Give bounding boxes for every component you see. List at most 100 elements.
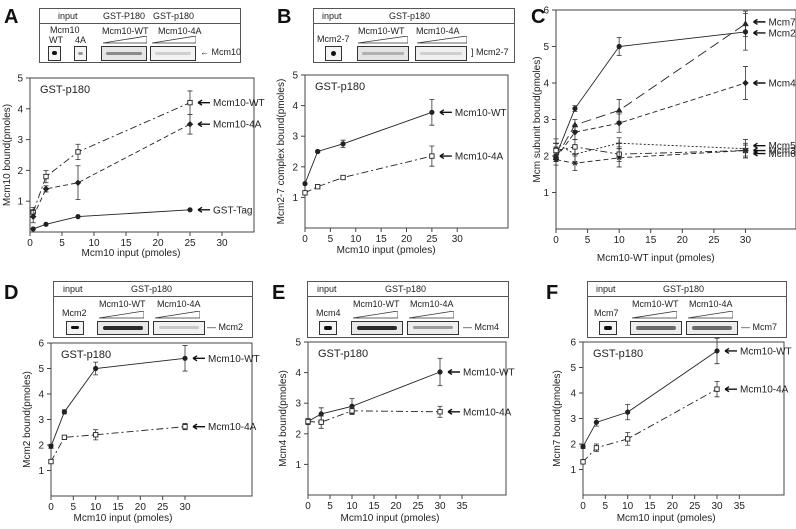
data-point-f-mcm10-4a: [625, 436, 631, 442]
series-label-c-mcm6: Mcm6: [768, 149, 796, 160]
x-tick-label-c: 15: [645, 235, 657, 246]
data-point-b-mcm10-wt: [429, 109, 435, 115]
x-axis-label-f: Mcm10 input (pmoles): [617, 513, 716, 524]
blot-header: input GST-p180: [54, 282, 252, 297]
x-tick-label-b: 20: [401, 234, 413, 245]
western-blot-b: input GST-p180 Mcm2-7 Mcm10-WT Mcm10-4A …: [313, 8, 515, 63]
y-tick-label-e: 1: [295, 460, 301, 471]
header-input: input: [322, 11, 342, 21]
data-point-a-mcm10-4a: [29, 213, 37, 220]
series-label-e-mcm10-wt: Mcm10-WT: [463, 367, 515, 378]
x-tick-label-a: 10: [88, 238, 100, 249]
series-arrow-b-mcm10-wt: [439, 109, 452, 116]
x-tick-label-a: 30: [216, 238, 228, 249]
input-label: Mcm2: [62, 308, 87, 318]
x-tick-label-d: 5: [71, 502, 77, 513]
x-tick-label-e: 35: [456, 501, 468, 512]
x-axis-label-b: Mcm10 input (pmoles): [337, 245, 436, 256]
series-line-e-mcm10-4a: [307, 410, 441, 423]
x-tick-label-d: 25: [157, 502, 169, 513]
data-point-d-mcm10-wt: [93, 365, 99, 372]
series-arrow-d-mcm10-wt: [192, 355, 205, 362]
y-tick-label-d: 3: [38, 415, 44, 426]
band-label: ] Mcm2-7: [471, 47, 509, 57]
x-tick-label-a: 5: [59, 238, 65, 249]
data-point-a-mcm10-wt: [187, 99, 193, 106]
plot-frame-f: [582, 341, 785, 496]
input-4a-lane: [74, 46, 87, 61]
series-arrow-c-mcm2: [753, 29, 766, 36]
group-wt-label: Mcm10-WT: [632, 299, 679, 309]
plot-frame-d: [50, 342, 253, 497]
y-tick-label-a: 4: [17, 104, 23, 115]
x-axis-label-c: Mcm10-WT input (pmoles): [597, 253, 715, 264]
data-point-f-mcm10-4a: [714, 386, 720, 392]
data-point-f-mcm10-4a: [593, 445, 600, 451]
series-line-e-mcm10-wt: [307, 371, 441, 422]
data-point-a-gst-tag: [43, 221, 49, 227]
data-point-c-mcm2: [742, 29, 749, 35]
data-point-c-mcm4: [742, 79, 749, 87]
data-point-e-mcm10-4a: [318, 419, 324, 425]
x-tick-label-f: 30: [711, 501, 723, 512]
series-label-c-mcm2: Mcm2: [768, 28, 796, 39]
x-tick-label-c: 10: [614, 235, 626, 246]
wt-pulldown-lane: [97, 321, 149, 335]
data-point-c-mcm2: [572, 105, 578, 112]
series-arrow-c-mcm4: [753, 79, 766, 87]
y-tick-label-a: 2: [17, 166, 23, 177]
lane-4a-label: 4A: [75, 35, 87, 45]
input-label: Mcm10: [50, 25, 80, 35]
4a-pulldown-lane: [153, 321, 205, 335]
x-tick-label-a: 0: [27, 238, 33, 249]
series-arrow-a-mcm10-4a: [197, 121, 210, 128]
gradient-wedge-4a: [155, 311, 200, 319]
header-input: input: [63, 284, 83, 294]
series-arrow-c-mcm7: [753, 18, 766, 25]
western-blot-e: input GST-p180 Mcm4 Mcm10-WT Mcm10-4A — …: [307, 281, 509, 338]
data-point-b-mcm10-wt: [340, 141, 346, 147]
data-point-a-gst-tag: [187, 207, 193, 213]
band-label: — Mcm4: [463, 322, 500, 332]
y-tick-label-a: 3: [17, 135, 23, 146]
data-point-e-mcm10-4a: [437, 409, 443, 415]
4a-pulldown-lane: [415, 46, 467, 61]
data-point-e-mcm10-wt: [318, 411, 324, 417]
y-tick-label-c: 6: [543, 6, 549, 17]
x-tick-label-c: 25: [708, 235, 720, 246]
y-tick-label-d: 5: [38, 364, 44, 375]
input-lane: [319, 321, 337, 335]
x-tick-label-b: 5: [328, 234, 334, 245]
y-tick-label-c: 5: [543, 42, 549, 53]
gradient-wedge-4a: [152, 36, 196, 44]
data-point-d-mcm10-4a: [48, 458, 54, 465]
band-label-text: Mcm10: [211, 47, 242, 57]
plot-frame-a: [29, 77, 255, 233]
input-wt-lane: [48, 46, 61, 61]
series-arrow-e-mcm10-4a: [447, 408, 460, 415]
data-point-d-mcm10-wt: [182, 355, 188, 361]
blot-header: input GST-p180: [588, 282, 786, 297]
x-tick-label-b: 15: [376, 234, 388, 245]
x-tick-label-d: 0: [48, 502, 54, 513]
y-tick-label-d: 2: [38, 441, 44, 452]
series-line-c-mcm6: [555, 150, 746, 164]
x-tick-label-f: 10: [622, 501, 634, 512]
header-gst-p180: GST-p180: [385, 284, 427, 294]
series-line-d-mcm10-4a: [50, 426, 186, 462]
panel-letter-f: F: [546, 282, 559, 304]
gradient-wedge-wt: [353, 311, 398, 319]
data-point-c-mcm6: [616, 155, 623, 161]
series-line-d-mcm10-wt: [50, 357, 186, 447]
series-arrow-c-mcm6: [753, 150, 766, 157]
y-tick-label-b: 4: [292, 101, 298, 112]
series-line-b-mcm10-wt: [304, 111, 433, 184]
y-tick-label-d: 4: [38, 390, 44, 401]
band-label: — Mcm7: [741, 322, 778, 332]
y-axis-label-c: Mcm subunit bound(pmoles): [532, 56, 543, 182]
data-point-c-mcm6: [742, 148, 749, 153]
y-tick-label-e: 3: [295, 399, 301, 410]
y-tick-label-f: 3: [570, 414, 576, 425]
series-label-e-mcm10-4a: Mcm10-4A: [463, 407, 512, 418]
4a-pulldown-lane: [407, 321, 459, 335]
